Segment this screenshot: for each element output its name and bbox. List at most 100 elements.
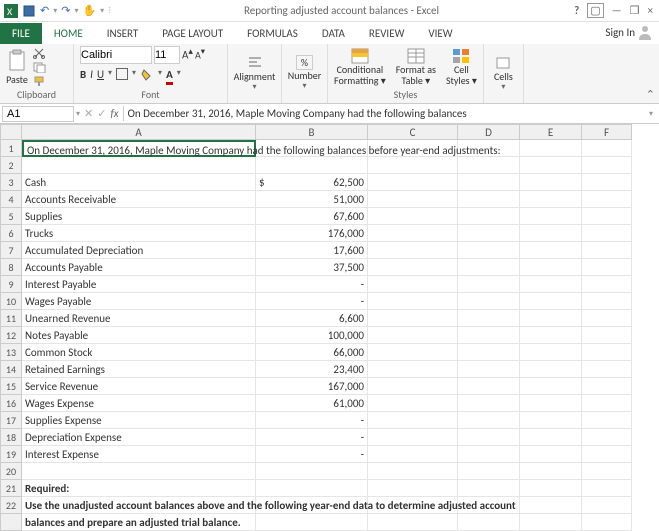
cell[interactable]	[582, 514, 632, 531]
cell[interactable]	[458, 310, 520, 327]
cancel-icon[interactable]: ✕	[84, 107, 93, 120]
row-header[interactable]: 17	[0, 412, 22, 429]
cell[interactable]	[520, 378, 582, 395]
cell[interactable]	[368, 293, 458, 310]
cell[interactable]: Accumulated Depreciation	[22, 242, 256, 259]
cell[interactable]	[582, 480, 632, 497]
cell[interactable]	[582, 378, 632, 395]
row-header[interactable]: 15	[0, 378, 22, 395]
row-header[interactable]: 11	[0, 310, 22, 327]
cell[interactable]	[368, 191, 458, 208]
cell[interactable]	[582, 225, 632, 242]
row-header[interactable]: 7	[0, 242, 22, 259]
cell[interactable]: Interest Expense	[22, 446, 256, 463]
cell[interactable]	[458, 412, 520, 429]
row-header[interactable]	[0, 514, 22, 531]
enter-icon[interactable]: ✓	[97, 107, 106, 120]
cell[interactable]	[582, 259, 632, 276]
cell[interactable]	[458, 276, 520, 293]
cell[interactable]	[582, 242, 632, 259]
border-icon[interactable]	[116, 68, 128, 80]
cell[interactable]	[582, 208, 632, 225]
formula-input[interactable]: On December 31, 2016, Maple Moving Compa…	[123, 106, 643, 121]
cell[interactable]: On December 31, 2016, Maple Moving Compa…	[22, 140, 256, 157]
row-header[interactable]: 14	[0, 361, 22, 378]
grow-font-icon[interactable]: A▴	[182, 46, 193, 64]
row-header[interactable]: 12	[0, 327, 22, 344]
font-name-select[interactable]	[80, 46, 152, 64]
cell[interactable]	[520, 140, 582, 157]
tab-file[interactable]: FILE	[0, 23, 42, 44]
format-as-table[interactable]: Format as Table ▾	[396, 48, 436, 86]
cell[interactable]	[368, 463, 458, 480]
number-label[interactable]: Number	[288, 70, 321, 81]
font-color-dd-icon[interactable]: ▾	[177, 68, 181, 85]
cell[interactable]: Required:	[22, 480, 256, 497]
cell[interactable]	[256, 480, 368, 497]
cell[interactable]	[520, 412, 582, 429]
cell[interactable]	[368, 480, 458, 497]
cell[interactable]	[582, 446, 632, 463]
row-header[interactable]: 22	[0, 497, 22, 514]
cell[interactable]: Service Revenue	[22, 378, 256, 395]
row-header[interactable]: 8	[0, 259, 22, 276]
redo-icon[interactable]: ↷	[61, 4, 70, 17]
tab-home[interactable]: HOME	[42, 23, 95, 44]
cell[interactable]	[582, 310, 632, 327]
cell[interactable]: Wages Expense	[22, 395, 256, 412]
touch-icon[interactable]: ✋	[82, 4, 96, 17]
cell[interactable]	[458, 225, 520, 242]
cell[interactable]	[458, 293, 520, 310]
format-painter-icon[interactable]	[32, 75, 46, 87]
cell[interactable]: 6,600	[256, 310, 368, 327]
cell[interactable]	[368, 361, 458, 378]
cell-styles[interactable]: Cell Styles ▾	[446, 48, 477, 86]
cell[interactable]	[520, 174, 582, 191]
cell[interactable]	[582, 191, 632, 208]
maximize-icon[interactable]: ❐	[630, 4, 640, 17]
cell[interactable]: 61,000	[256, 395, 368, 412]
cell[interactable]	[458, 395, 520, 412]
row-header[interactable]: 16	[0, 395, 22, 412]
italic-button[interactable]: I	[90, 68, 93, 85]
cell[interactable]	[458, 157, 520, 174]
cell[interactable]	[458, 327, 520, 344]
cell[interactable]	[582, 463, 632, 480]
help-icon[interactable]: ?	[574, 4, 579, 17]
fx-icon[interactable]: fx	[110, 107, 118, 120]
row-header[interactable]: 2	[0, 157, 22, 174]
cell[interactable]	[368, 327, 458, 344]
bold-button[interactable]: B	[80, 68, 86, 85]
cell[interactable]	[582, 412, 632, 429]
cell[interactable]	[22, 463, 256, 480]
cell[interactable]	[582, 174, 632, 191]
paste-icon[interactable]	[6, 49, 28, 73]
row-header[interactable]: 19	[0, 446, 22, 463]
cell[interactable]	[368, 174, 458, 191]
cell[interactable]	[520, 208, 582, 225]
cell[interactable]	[458, 344, 520, 361]
name-box[interactable]	[2, 106, 74, 122]
cell[interactable]	[368, 259, 458, 276]
cell[interactable]: Accounts Payable	[22, 259, 256, 276]
cut-icon[interactable]	[32, 47, 46, 59]
fill-dd-icon[interactable]: ▾	[158, 68, 162, 85]
formula-expand-icon[interactable]: ▾	[643, 109, 659, 119]
cell[interactable]	[458, 174, 520, 191]
row-header[interactable]: 21	[0, 480, 22, 497]
cell[interactable]: 167,000	[256, 378, 368, 395]
cell[interactable]	[368, 514, 458, 531]
cell[interactable]: Use the unadjusted account balances abov…	[22, 497, 256, 514]
cell[interactable]	[368, 446, 458, 463]
cell[interactable]: Depreciation Expense	[22, 429, 256, 446]
close-icon[interactable]: ×	[648, 4, 653, 17]
row-header[interactable]: 20	[0, 463, 22, 480]
number-dd-icon[interactable]: ▾	[303, 81, 307, 92]
cell[interactable]	[520, 395, 582, 412]
font-color-icon[interactable]: A	[166, 68, 173, 85]
cell[interactable]: -	[256, 446, 368, 463]
cell[interactable]	[256, 157, 368, 174]
cell[interactable]: Common Stock	[22, 344, 256, 361]
cell[interactable]: 37,500	[256, 259, 368, 276]
row-header[interactable]: 1	[0, 140, 22, 157]
